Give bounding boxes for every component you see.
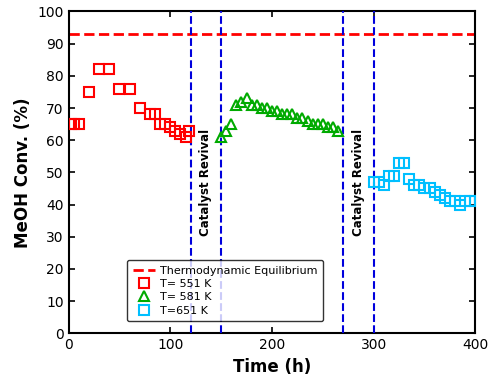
X-axis label: Time (h): Time (h): [233, 358, 311, 376]
Y-axis label: MeOH Conv. (%): MeOH Conv. (%): [14, 97, 32, 247]
Legend: Thermodynamic Equilibrium, T= 551 K, T= 581 K, T=651 K: Thermodynamic Equilibrium, T= 551 K, T= …: [127, 260, 323, 321]
Text: Catalyst Revival: Catalyst Revival: [352, 128, 365, 236]
Text: Catalyst Revival: Catalyst Revival: [199, 128, 212, 236]
